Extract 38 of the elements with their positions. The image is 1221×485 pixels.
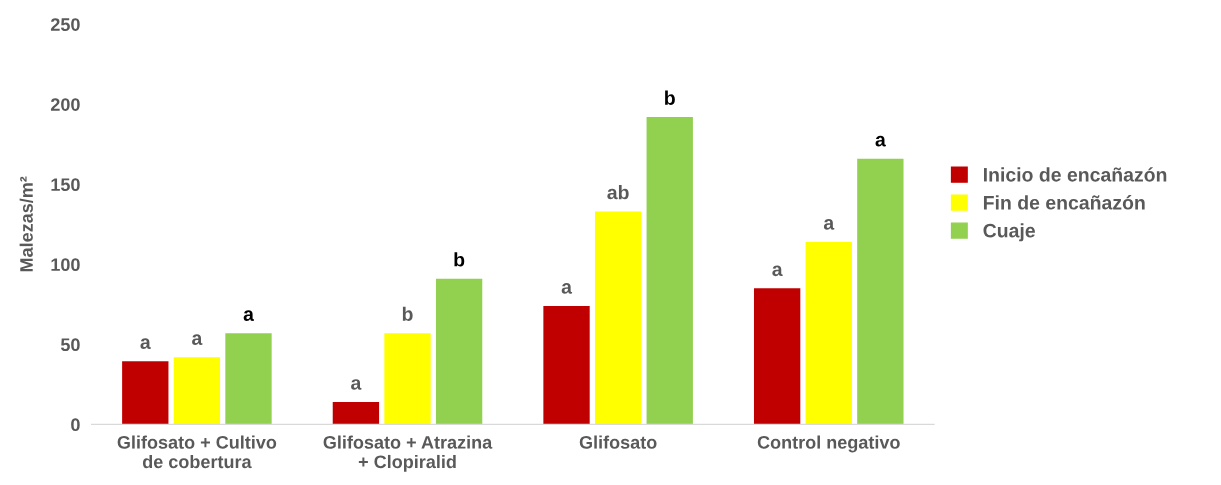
x-tick-label: Control negativo [757,435,900,453]
bar [594,211,642,425]
bar [435,278,483,425]
y-tick-label: 200 [50,98,80,111]
legend-label: Cuaje [983,223,1035,242]
data-label: a [772,265,783,277]
y-axis-title: Malezas/m² [19,176,34,272]
y-tick-label: 250 [50,18,80,31]
y-tick-label: 100 [51,258,80,272]
data-label: a [561,283,573,294]
data-label: a [875,135,886,147]
y-tick-label: 0 [71,418,80,432]
bar [753,288,801,425]
bar [332,401,380,425]
bar [122,361,169,425]
data-label: b [454,252,465,267]
bar [173,357,221,425]
data-label: ab [607,185,629,200]
bar [384,333,431,425]
y-tick-label: 150 [51,178,80,192]
bar [646,117,693,425]
bar [857,158,904,425]
data-label: a [243,310,255,321]
data-label: a [823,219,835,230]
x-tick-label: Glifosato + Cultivo de cobertura [117,435,277,469]
x-tick-label: Glifosato [579,435,657,449]
legend-label: Fin de encañazón [983,195,1145,210]
data-label: a [192,334,203,345]
bar [225,333,272,425]
bar [805,241,852,425]
legend-label: Inicio de encañazón [983,167,1167,182]
bar [543,305,590,425]
y-tick-label: 50 [60,338,80,352]
data-label: b [665,90,675,105]
data-label: a [351,379,362,390]
x-tick-label: Glifosato + Atrazina + Clopiralid [323,435,493,472]
data-label: a [140,338,151,349]
data-label: b [402,306,413,321]
